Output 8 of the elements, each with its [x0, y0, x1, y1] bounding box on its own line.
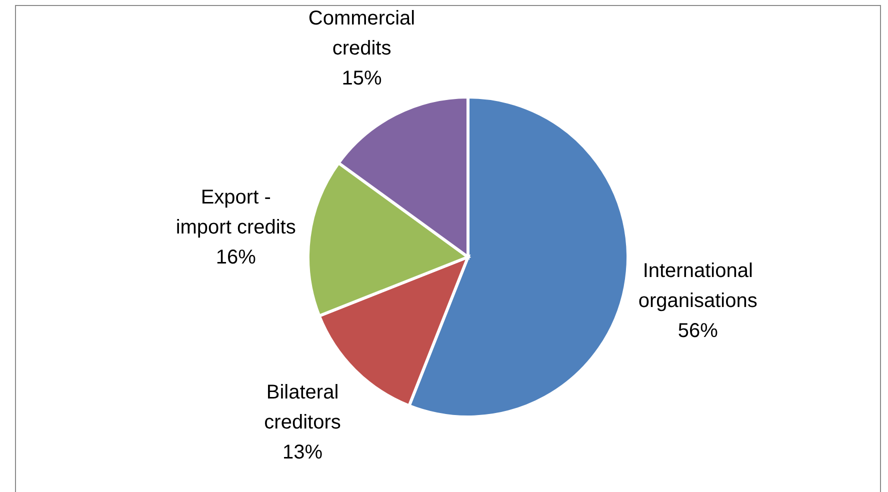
slice-label: Export - import credits — [176, 186, 296, 239]
data-label: 56% — [678, 320, 718, 342]
data-label: 15% — [342, 68, 382, 90]
slice-label: International organisations — [638, 260, 758, 312]
slice-label: Bilateral creditors — [264, 381, 341, 434]
data-label: 16% — [216, 246, 256, 269]
data-label: 13% — [282, 441, 323, 464]
slice-label: Commercial credits — [308, 8, 416, 60]
